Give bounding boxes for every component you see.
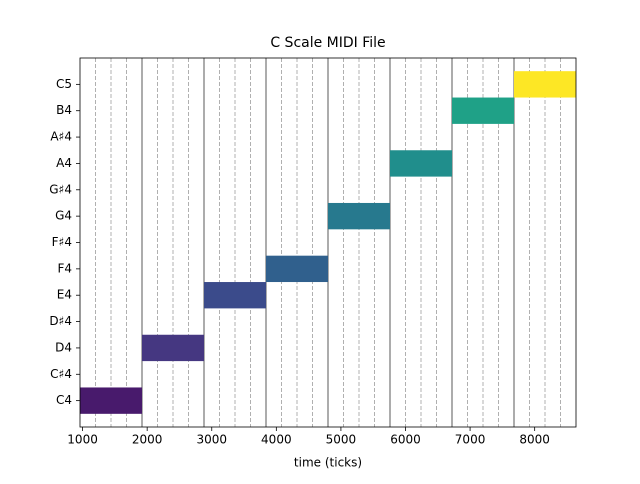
- x-tick-label: 7000: [455, 433, 486, 447]
- x-tick-label: 1000: [67, 433, 98, 447]
- note: [142, 334, 204, 362]
- note: [266, 255, 328, 283]
- y-tick-label: A♯4: [50, 130, 72, 144]
- y-tick-label: C5: [56, 77, 72, 91]
- y-tick-label: B4: [56, 103, 72, 117]
- x-tick-label: 2000: [132, 433, 163, 447]
- x-tick-label: 8000: [519, 433, 550, 447]
- y-tick-label: D4: [55, 340, 72, 354]
- note: [390, 150, 452, 177]
- x-tick-label: 6000: [390, 433, 421, 447]
- y-tick-label: F♯4: [52, 235, 72, 249]
- x-axis-label: time (ticks): [294, 456, 362, 470]
- note: [80, 387, 142, 414]
- note: [514, 71, 576, 98]
- y-tick-label: C4: [56, 393, 72, 407]
- note: [204, 282, 266, 309]
- x-tick-label: 3000: [196, 433, 227, 447]
- x-tick-label: 4000: [261, 433, 292, 447]
- y-tick-label: G♯4: [49, 182, 72, 196]
- y-tick-label: D♯4: [49, 314, 72, 328]
- note: [452, 97, 514, 124]
- y-tick-label: C♯4: [50, 367, 72, 381]
- y-tick-label: F4: [57, 261, 72, 275]
- y-tick-label: E4: [57, 288, 72, 302]
- y-tick-label: G4: [55, 209, 72, 223]
- y-tick-label: A4: [56, 156, 72, 170]
- chart-title: C Scale MIDI File: [270, 35, 385, 51]
- x-tick-label: 5000: [326, 433, 357, 447]
- note: [328, 202, 390, 230]
